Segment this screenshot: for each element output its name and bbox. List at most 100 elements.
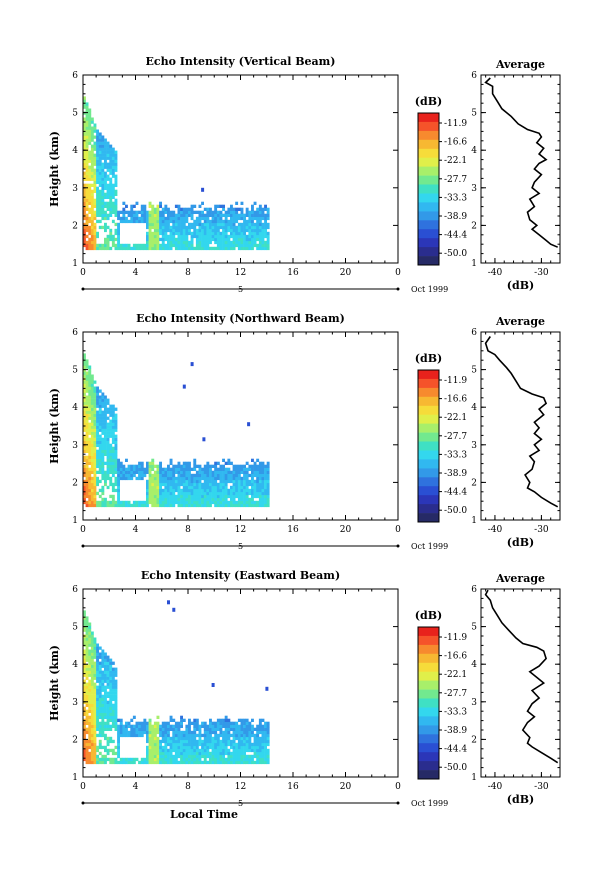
heatmap-cell (114, 488, 118, 493)
heatmap-cell (104, 431, 107, 435)
heatmap-cell (114, 153, 118, 157)
heatmap-cell (214, 745, 218, 750)
heatmap-cell (85, 491, 89, 496)
heatmap-cell (101, 198, 105, 202)
heatmap-cell (117, 751, 120, 756)
heatmap-cell (88, 745, 92, 750)
heatmap-cell (222, 204, 225, 208)
heatmap-cell (96, 455, 99, 459)
heatmap-cell (138, 500, 141, 505)
heatmap-cell (182, 500, 186, 505)
heatmap-cell (83, 162, 86, 166)
heatmap-cell (109, 694, 113, 698)
heatmap-cell (85, 213, 89, 217)
heatmap-cell (114, 464, 118, 468)
heatmap-cell (174, 240, 178, 245)
heatmap-cell (83, 165, 86, 169)
heatmap-cell (251, 225, 254, 230)
heatmap-cell (114, 703, 118, 707)
heatmap-cell (182, 234, 186, 239)
heatmap-cell (248, 497, 252, 502)
heatmap-cell (232, 745, 236, 750)
average-y-tick-label: 4 (471, 403, 477, 413)
heatmap-cell (248, 473, 252, 478)
heatmap-cell (151, 213, 155, 217)
heatmap-cell (240, 742, 244, 747)
heatmap-cell (237, 464, 241, 468)
heatmap-cell (240, 207, 244, 211)
heatmap-cell (253, 754, 257, 759)
heatmap-cell (253, 751, 257, 756)
heatmap-cell (198, 497, 202, 502)
heatmap-cell (85, 631, 89, 635)
heatmap-cell (98, 162, 102, 166)
heatmap-cell (85, 482, 89, 487)
heatmap-cell (266, 757, 270, 762)
heatmap-cell (235, 485, 239, 490)
heatmap-cell (90, 416, 94, 420)
heatmap-cell (235, 207, 239, 211)
heatmap-cell (88, 174, 92, 178)
heatmap-cell (240, 243, 244, 248)
heatmap-cell (256, 730, 260, 735)
heatmap-cell (153, 494, 157, 499)
heatmap-cell (224, 721, 228, 725)
heatmap-cell (83, 616, 86, 620)
average-profile-line (484, 77, 559, 248)
heatmap-cell (114, 207, 118, 211)
heatmap-cell (219, 497, 223, 502)
heatmap-cell (195, 473, 199, 478)
heatmap-cell (235, 467, 239, 471)
heatmap-cell (235, 482, 239, 487)
heatmap-cell (135, 219, 139, 224)
heatmap-cell (83, 479, 86, 484)
heatmap-cell (153, 476, 157, 481)
heatmap-cell (180, 739, 183, 744)
heatmap-cell (203, 207, 207, 211)
colorbar-swatch (418, 486, 439, 496)
heatmap-cell (222, 246, 225, 251)
heatmap-cell (88, 694, 92, 698)
heatmap-cell (109, 147, 113, 151)
heatmap-cell (114, 246, 118, 251)
heatmap-cell (261, 234, 265, 239)
heatmap-cell (83, 464, 86, 468)
heatmap-cell (98, 449, 102, 453)
heatmap-cell (240, 479, 244, 484)
heatmap-cell (85, 159, 89, 163)
heatmap-cell (206, 485, 210, 490)
heatmap-cell (206, 748, 210, 753)
heatmap-cell (266, 739, 270, 744)
heatmap-cell (148, 479, 152, 484)
heatmap-cell (256, 246, 260, 251)
heatmap-cell (245, 748, 249, 753)
heatmap-cell (85, 105, 89, 109)
heatmap-cell (172, 607, 176, 612)
heatmap-cell (98, 721, 102, 725)
heatmap-cell (224, 482, 228, 487)
heatmap-cell (96, 389, 99, 393)
heatmap-cell (164, 488, 168, 493)
heatmap-cell (216, 219, 220, 224)
heatmap-cell (93, 437, 97, 441)
heatmap-cell (88, 374, 92, 378)
heatmap-cell (85, 365, 89, 369)
heatmap-cell (85, 189, 89, 193)
heatmap-cell (114, 210, 118, 214)
heatmap-cell (93, 213, 97, 217)
heatmap-cell (201, 721, 204, 725)
heatmap-cell (148, 243, 152, 248)
heatmap-cell (188, 207, 191, 211)
heatmap-cell (106, 739, 110, 744)
heatmap-cell (209, 757, 212, 762)
heatmap-cell (245, 225, 249, 230)
heatmap-cell (266, 751, 270, 756)
heatmap-cell (172, 503, 176, 508)
heatmap-cell (195, 491, 199, 496)
heatmap-cell (109, 144, 113, 148)
heatmap-cell (237, 234, 241, 239)
heatmap-cell (206, 207, 210, 211)
heatmap-cell (88, 685, 92, 689)
heatmap-cell (85, 359, 89, 363)
heatmap-cell (138, 730, 141, 735)
